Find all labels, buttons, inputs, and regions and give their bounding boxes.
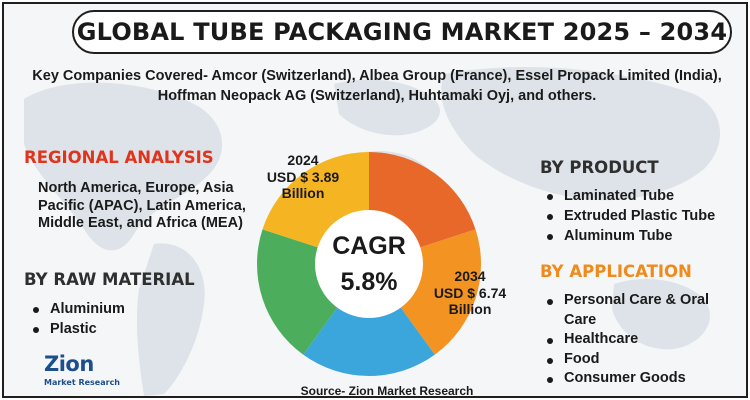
value-2034-label: 2034 USD $ 6.74 Billion bbox=[418, 268, 522, 318]
pie-slice-3 bbox=[303, 264, 435, 376]
source-credit: Source- Zion Market Research bbox=[300, 384, 474, 398]
application-list: Personal Care & Oral Care Healthcare Foo… bbox=[544, 291, 714, 389]
raw-material-heading: BY RAW MATERIAL bbox=[24, 270, 195, 289]
product-list: Laminated Tube Extruded Plastic Tube Alu… bbox=[544, 186, 715, 246]
application-heading: BY APPLICATION bbox=[540, 262, 692, 281]
product-item: Aluminum Tube bbox=[544, 226, 715, 246]
cagr-label: CAGR bbox=[332, 232, 406, 260]
application-item: Food bbox=[544, 350, 714, 370]
pie-center-hole bbox=[315, 210, 423, 318]
value-2024-amount: USD $ 3.89 bbox=[266, 168, 340, 185]
product-heading: BY PRODUCT bbox=[540, 158, 659, 177]
page-title: GLOBAL TUBE PACKAGING MARKET 2025 – 2034 bbox=[76, 18, 728, 46]
product-item: Extruded Plastic Tube bbox=[544, 206, 715, 226]
application-item: Personal Care & Oral Care bbox=[544, 291, 714, 330]
key-companies-line-2: Hoffman Neopack AG (Switzerland), Huhtam… bbox=[157, 88, 597, 104]
cagr-value: 5.8% bbox=[341, 268, 398, 296]
regional-analysis-heading: REGIONAL ANALYSIS bbox=[24, 148, 214, 167]
raw-material-item: Plastic bbox=[30, 319, 125, 339]
value-2024-year: 2024 bbox=[287, 152, 319, 168]
zion-logo: Zion Market Research bbox=[38, 352, 128, 394]
application-item: Healthcare bbox=[544, 330, 714, 350]
raw-material-item: Aluminium bbox=[30, 299, 125, 319]
value-2024-label: 2024 USD $ 3.89 Billion bbox=[254, 152, 352, 202]
raw-material-list: Aluminium Plastic bbox=[30, 299, 125, 339]
value-2024-unit: Billion bbox=[281, 185, 325, 201]
regional-analysis-text: North America, Europe, Asia Pacific (APA… bbox=[38, 180, 246, 231]
application-item: Consumer Goods bbox=[544, 369, 714, 389]
title-banner: GLOBAL TUBE PACKAGING MARKET 2025 – 2034 bbox=[72, 10, 732, 54]
logo-name: Zion bbox=[44, 352, 94, 376]
logo-tagline: Market Research bbox=[44, 378, 120, 387]
value-2034-unit: Billion bbox=[448, 301, 492, 317]
key-companies: Key Companies Covered- Amcor (Switzerlan… bbox=[12, 66, 742, 106]
value-2034-year: 2034 bbox=[454, 268, 486, 284]
value-2034-amount: USD $ 6.74 bbox=[433, 284, 507, 301]
cagr-pie-chart: CAGR 5.8% bbox=[257, 152, 481, 376]
product-item: Laminated Tube bbox=[544, 186, 715, 206]
key-companies-line-1: Key Companies Covered- Amcor (Switzerlan… bbox=[32, 68, 722, 84]
